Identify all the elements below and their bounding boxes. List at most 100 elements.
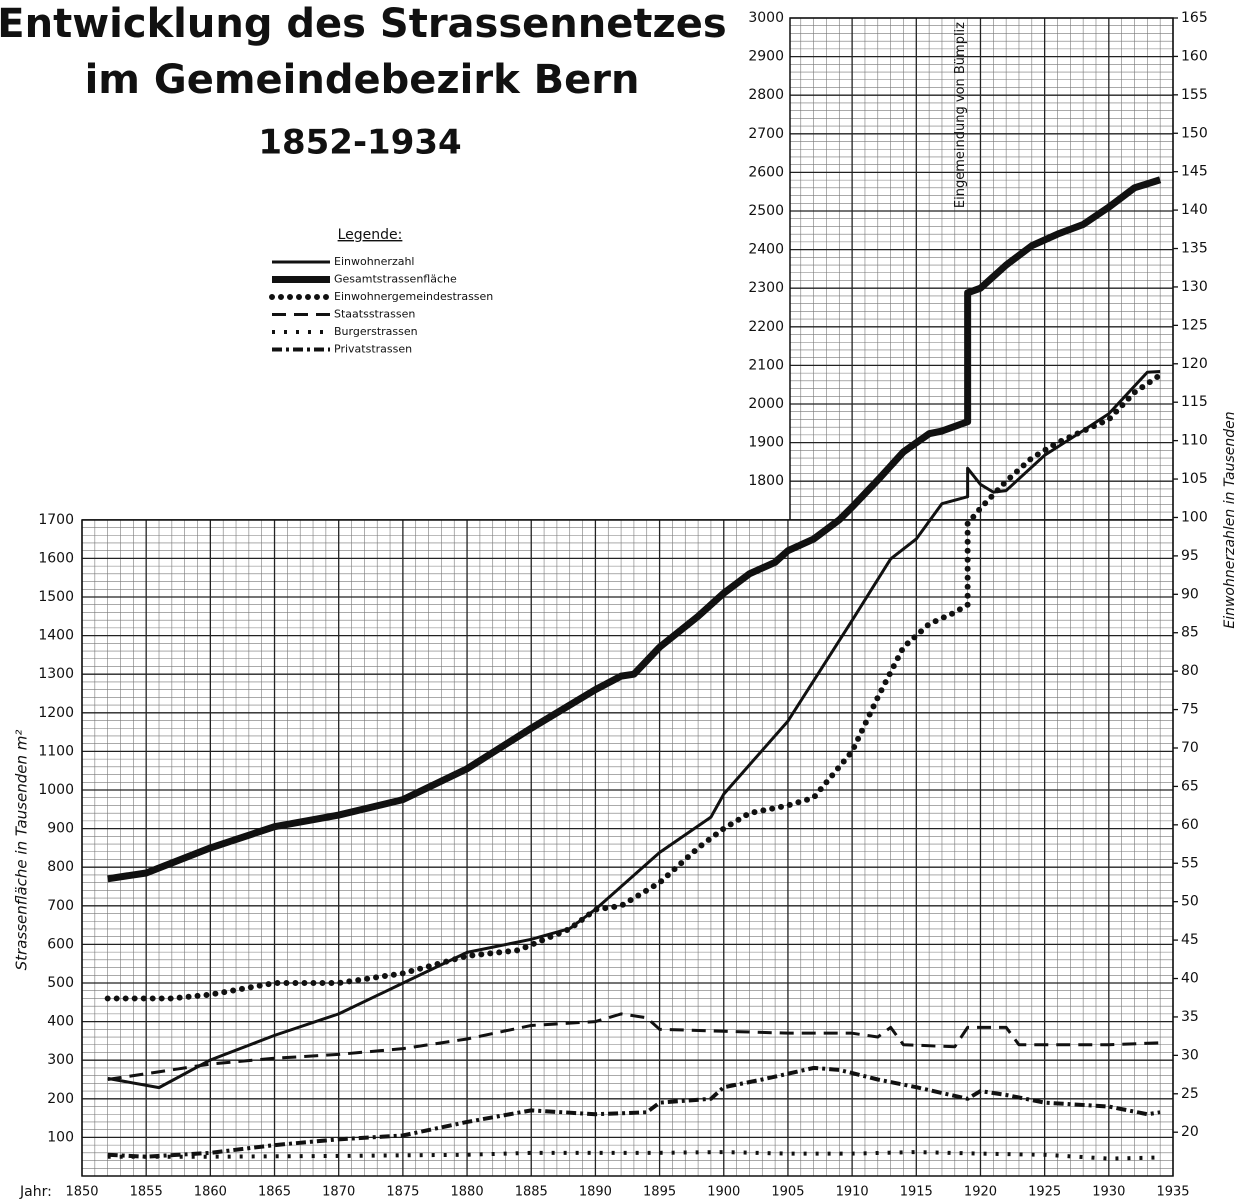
x-tick-label: 1895 <box>643 1185 676 1200</box>
y-tick-label: 400 <box>47 1014 74 1030</box>
y2-tick-label: 105 <box>1181 471 1208 487</box>
y-tick-label: 1800 <box>748 473 784 489</box>
y-tick-label: 2400 <box>748 242 784 258</box>
x-tick-label: 1875 <box>386 1185 419 1200</box>
series-line <box>107 369 1161 1090</box>
y-tick-label: 2700 <box>748 126 784 142</box>
y-tick-label: 500 <box>47 975 74 991</box>
y-tick-label: 2100 <box>748 357 784 373</box>
legend-label: Einwohnergemeindestrassen <box>334 290 493 303</box>
y-tick-label: 1600 <box>38 550 74 566</box>
x-tick-label: 1935 <box>1156 1185 1189 1200</box>
y-tick-label: 1900 <box>748 435 784 451</box>
y-tick-label: 800 <box>47 859 74 875</box>
y-tick-label: 900 <box>47 821 74 837</box>
x-tick-label: 1870 <box>322 1185 355 1200</box>
y2-tick-label: 75 <box>1181 702 1199 718</box>
y-tick-label: 2800 <box>748 87 784 103</box>
y-tick-label: 600 <box>47 936 74 952</box>
x-tick-label: 1900 <box>707 1185 740 1200</box>
legend-label: Burgerstrassen <box>334 325 418 338</box>
y2-tick-label: 160 <box>1181 48 1208 64</box>
y-axis-label: Strassenfläche in Tausenden m² <box>13 730 31 971</box>
y2-tick-label: 85 <box>1181 625 1199 641</box>
y2-tick-label: 150 <box>1181 125 1208 141</box>
plot-frame <box>789 17 1174 520</box>
x-tick-label: 1885 <box>515 1185 548 1200</box>
x-tick-label: 1910 <box>836 1185 869 1200</box>
y2-tick-label: 30 <box>1181 1047 1199 1063</box>
legend-label: Staatsstrassen <box>334 308 415 321</box>
x-tick-label: 1925 <box>1028 1185 1061 1200</box>
y2-tick-label: 110 <box>1181 433 1208 449</box>
chart-subtitle: 1852-1934 <box>258 123 461 163</box>
y2-tick-label: 20 <box>1181 1124 1199 1140</box>
y2-tick-label: 70 <box>1181 740 1199 756</box>
y-tick-label: 1500 <box>38 589 74 605</box>
y2-tick-label: 140 <box>1181 202 1208 218</box>
series-line <box>107 176 1162 883</box>
annotation: Eingemeindung von Bümpliz <box>953 22 968 208</box>
y2-tick-label: 120 <box>1181 356 1208 372</box>
x-tick-label: 1915 <box>900 1185 933 1200</box>
y-tick-label: 2300 <box>748 280 784 296</box>
y2-tick-label: 40 <box>1181 971 1199 987</box>
y2-tick-label: 165 <box>1181 10 1208 26</box>
y2-tick-label: 130 <box>1181 279 1208 295</box>
y2-tick-label: 125 <box>1181 317 1208 333</box>
x-tick-label: 1920 <box>964 1185 997 1200</box>
chart-title: im Gemeindebezirk Bern <box>85 57 640 103</box>
legend-label: Privatstrassen <box>334 343 412 356</box>
x-tick-label: 1850 <box>65 1185 98 1200</box>
legend-label: Einwohnerzahl <box>334 255 414 268</box>
series-line <box>107 1012 1161 1081</box>
y-tick-label: 1200 <box>38 705 74 721</box>
y-tick-label: 2600 <box>748 164 784 180</box>
y-tick-label: 2000 <box>748 396 784 412</box>
x-tick-label: 1855 <box>130 1185 163 1200</box>
x-tick-label: 1880 <box>451 1185 484 1200</box>
y2-tick-label: 135 <box>1181 241 1208 257</box>
chart-title: Entwicklung des Strassennetzes <box>0 1 727 47</box>
y-tick-label: 1400 <box>38 628 74 644</box>
y2-tick-label: 55 <box>1181 855 1199 871</box>
x-axis-label: Jahr: <box>19 1184 52 1200</box>
y2-axis-label: Einwohnerzahlen in Tausenden <box>1222 411 1238 628</box>
y2-tick-label: 45 <box>1181 932 1199 948</box>
y-tick-label: 1000 <box>38 782 74 798</box>
y2-tick-label: 90 <box>1181 586 1199 602</box>
y2-tick-label: 60 <box>1181 817 1199 833</box>
y-tick-label: 3000 <box>748 10 784 26</box>
x-tick-label: 1865 <box>258 1185 291 1200</box>
x-tick-label: 1905 <box>771 1185 804 1200</box>
y-tick-label: 100 <box>47 1129 74 1145</box>
x-tick-label: 1860 <box>194 1185 227 1200</box>
y-tick-label: 1300 <box>38 666 74 682</box>
y-tick-label: 1100 <box>38 743 74 759</box>
plot-frame <box>81 519 1174 1177</box>
y2-tick-label: 155 <box>1181 87 1208 103</box>
y2-tick-label: 25 <box>1181 1086 1199 1102</box>
x-tick-label: 1890 <box>579 1185 612 1200</box>
y-tick-label: 2500 <box>748 203 784 219</box>
y-tick-label: 2900 <box>748 49 784 65</box>
legend-title: Legende: <box>338 227 403 243</box>
y-tick-label: 200 <box>47 1091 74 1107</box>
y-tick-label: 300 <box>47 1052 74 1068</box>
y2-tick-label: 35 <box>1181 1009 1199 1025</box>
y2-tick-label: 80 <box>1181 663 1199 679</box>
y2-tick-label: 100 <box>1181 509 1208 525</box>
grid <box>81 17 1174 1177</box>
y-tick-label: 2200 <box>748 319 784 335</box>
y2-tick-label: 95 <box>1181 548 1199 564</box>
legend-label: Gesamtstrassenfläche <box>334 273 457 286</box>
y2-tick-label: 65 <box>1181 778 1199 794</box>
x-tick-label: 1930 <box>1092 1185 1125 1200</box>
y2-tick-label: 50 <box>1181 894 1199 910</box>
y2-tick-label: 115 <box>1181 394 1208 410</box>
series-line <box>104 372 1164 1002</box>
y-tick-label: 700 <box>47 898 74 914</box>
y-tick-label: 1700 <box>38 512 74 528</box>
y2-tick-label: 145 <box>1181 164 1208 180</box>
